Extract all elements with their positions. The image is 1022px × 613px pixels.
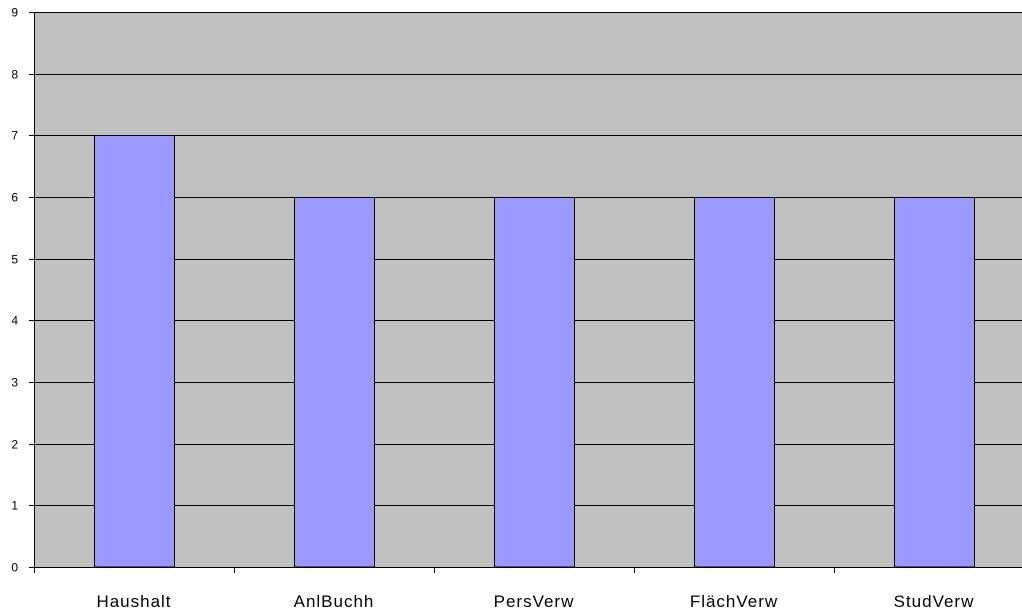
y-tick-label-8: 8: [11, 68, 18, 82]
x-tick-label-haushalt: Haushalt: [96, 592, 171, 611]
bar-persverw: [494, 197, 575, 568]
y-tick-label-6: 6: [11, 191, 18, 205]
y-axis-tick-labels: 0 1 2 3 4 5 6 7 8 9: [11, 6, 18, 575]
x-tick-label-flächverw: FlächVerw: [690, 592, 778, 611]
y-tick-label-7: 7: [11, 129, 18, 143]
bar-flächverw: [694, 197, 775, 568]
y-tick-label-9: 9: [11, 6, 18, 20]
y-tick-label-5: 5: [11, 253, 18, 267]
x-tick-label-anlbuchh: AnlBuchh: [294, 592, 375, 611]
bar-studverw: [894, 197, 975, 568]
x-tick-label-studverw: StudVerw: [894, 592, 975, 611]
y-tick-label-0: 0: [11, 561, 18, 575]
y-tick-label-1: 1: [11, 499, 18, 513]
x-tick-label-persverw: PersVerw: [494, 592, 575, 611]
bars: [94, 135, 975, 568]
axes: [29, 12, 1022, 573]
y-tick-label-3: 3: [11, 376, 18, 390]
y-tick-label-4: 4: [11, 314, 18, 328]
y-tick-label-2: 2: [11, 438, 18, 452]
x-axis-tick-labels: Haushalt AnlBuchh PersVerw FlächVerw StudVer…: [96, 592, 975, 611]
bar-haushalt: [94, 135, 175, 568]
bar-anlbuchh: [294, 197, 375, 568]
